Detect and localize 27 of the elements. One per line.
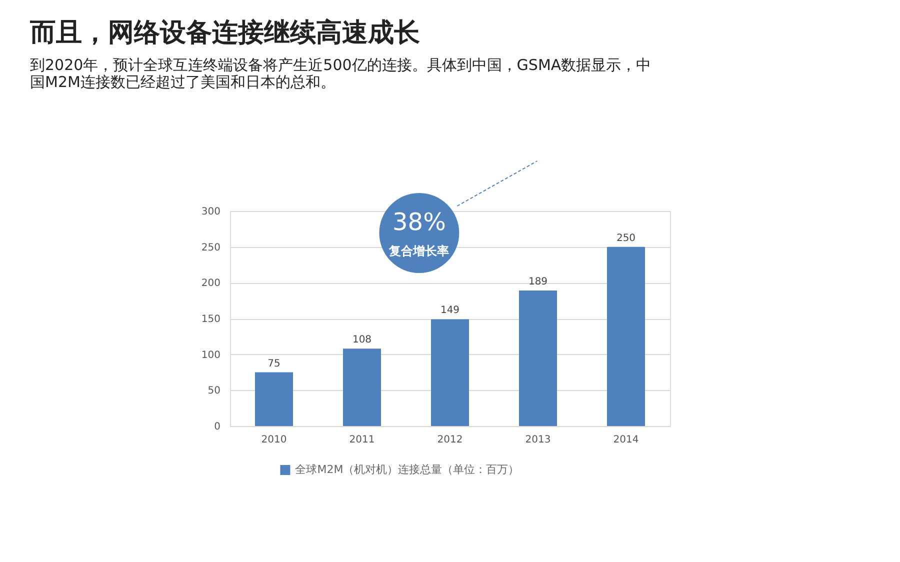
y-tick-label: 100 — [201, 350, 220, 361]
y-tick-label: 150 — [201, 314, 220, 325]
y-tick-label: 200 — [201, 278, 220, 290]
data-label: 189 — [528, 276, 548, 288]
bar — [343, 348, 381, 426]
y-tick-label: 250 — [201, 242, 220, 254]
annotation: 38% — [392, 208, 446, 236]
annotation: 复合增长率 — [388, 244, 450, 258]
bar — [607, 246, 645, 426]
y-tick-label: 0 — [214, 422, 220, 432]
chart-subtitle: 到2020年，预计全球互连终端设备将产生近500亿的连接。具体到中国，GSMA数据显示，中国M2M连接数已经超过了美国和日本的总和。 — [30, 56, 652, 91]
x-tick-label: 2010 — [261, 434, 287, 446]
x-tick-label: 2014 — [613, 434, 639, 446]
chart-title: 而且，网络设备连接继续高速成长 — [29, 18, 420, 48]
x-tick-label: 2013 — [525, 434, 551, 446]
data-label: 149 — [440, 305, 460, 316]
y-tick-label: 50 — [208, 386, 220, 397]
data-label: 250 — [616, 232, 636, 244]
data-label: 75 — [268, 358, 280, 370]
y-tick-label: 300 — [201, 206, 220, 218]
x-tick-label: 2012 — [437, 434, 463, 446]
data-label: 108 — [352, 334, 372, 346]
bar — [519, 290, 557, 426]
bar — [255, 372, 293, 426]
bar — [431, 319, 469, 426]
x-tick-label: 2011 — [349, 434, 375, 446]
legend-label: 全球M2M（机对机）连接总量（单位：百万） — [295, 463, 520, 476]
